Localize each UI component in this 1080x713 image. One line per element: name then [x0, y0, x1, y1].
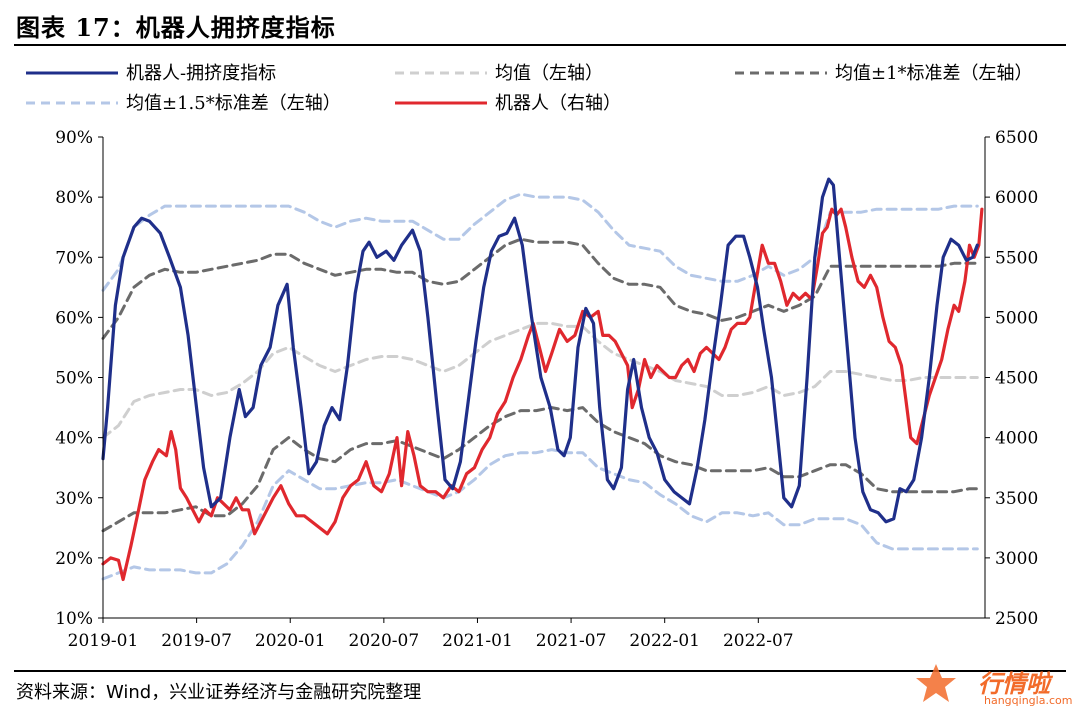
y-left-tick-label: 60% — [55, 308, 93, 328]
figure-title: 图表 17：机器人拥挤度指标 — [16, 13, 336, 42]
plot-area — [101, 177, 984, 582]
x-tick-label: 2020-01 — [255, 631, 326, 651]
series-line-std1 — [101, 406, 979, 533]
x-tick-label: 2022-07 — [723, 631, 794, 651]
legend-label: 均值±1.5*标准差（左轴） — [126, 93, 341, 114]
watermark-url: hangqingla.com — [984, 694, 1073, 707]
x-tick-label: 2020-07 — [349, 631, 420, 651]
y-left-tick-label: 90% — [55, 128, 93, 148]
x-tick-label: 2019-07 — [161, 631, 232, 651]
y-left-tick-label: 20% — [55, 549, 93, 569]
legend-label: 机器人（右轴） — [495, 93, 621, 114]
y-left-tick-label: 70% — [55, 248, 93, 268]
y-right-tick-label: 5000 — [995, 308, 1038, 328]
series-line-std15 — [101, 448, 979, 581]
x-tick-label: 2021-07 — [536, 631, 607, 651]
legend-label: 均值（左轴） — [495, 63, 603, 84]
axes: 90% 80% 70% 60% 50% 40% 30% 20% 10% 6500 6000 5500 5… — [55, 128, 1038, 651]
watermark-text: 行情啦 — [978, 670, 1050, 698]
y-right-tick-label: 5500 — [995, 248, 1038, 268]
series-line-crowding — [101, 177, 979, 524]
series-line-std15 — [101, 192, 979, 292]
y-right-tick-label: 3500 — [995, 489, 1038, 509]
y-left-tick-label: 10% — [55, 609, 93, 629]
y-right-tick-label: 3000 — [995, 549, 1038, 569]
series-line-robot — [101, 207, 984, 582]
y-right-tick-label: 4000 — [995, 429, 1038, 449]
x-tick-label: 2021-01 — [442, 631, 513, 651]
source-note: 资料来源：Wind，兴业证券经济与金融研究院整理 — [16, 682, 422, 703]
x-tick-label: 2022-01 — [629, 631, 700, 651]
watermark-logo-icon — [916, 664, 956, 702]
y-right-tick-label: 6000 — [995, 188, 1038, 208]
legend-label: 机器人-拥挤度指标 — [126, 63, 276, 84]
y-right-tick-label: 4500 — [995, 369, 1038, 389]
y-left-tick-label: 80% — [55, 188, 93, 208]
x-tick-label: 2019-01 — [68, 631, 139, 651]
y-right-tick-label: 2500 — [995, 609, 1038, 629]
title-divider — [14, 44, 1066, 46]
legend: 机器人-拥挤度指标 均值（左轴） 均值±1*标准差（左轴） 均值±1.5*标准差（左轴… — [26, 63, 1033, 114]
source-divider — [14, 670, 1066, 672]
y-left-tick-label: 30% — [55, 489, 93, 509]
series-line-mean — [101, 321, 979, 440]
y-left-tick-label: 50% — [55, 369, 93, 389]
y-right-tick-label: 6500 — [995, 128, 1038, 148]
y-left-tick-label: 40% — [55, 429, 93, 449]
series-line-std1 — [101, 237, 979, 340]
legend-label: 均值±1*标准差（左轴） — [835, 63, 1033, 84]
